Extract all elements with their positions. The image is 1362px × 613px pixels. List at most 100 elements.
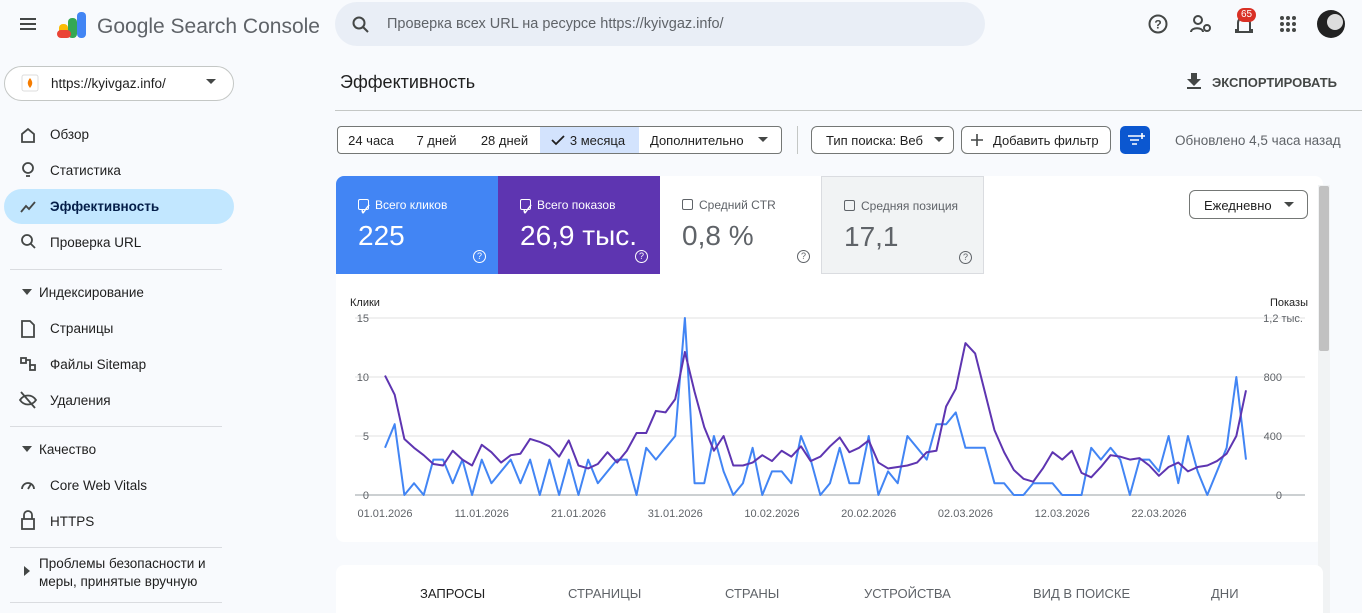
section-title[interactable]: Проблемы безопасности и меры, принятые в… xyxy=(39,556,206,589)
metric-value: 0,8 % xyxy=(682,220,754,251)
tab[interactable]: СТРАНЫ xyxy=(725,586,780,601)
metric-card[interactable]: ✓ Всего показов 26,9 тыс.? xyxy=(498,176,660,274)
help-icon[interactable]: ? xyxy=(473,250,486,263)
help-icon[interactable]: ? xyxy=(797,250,810,263)
more-button[interactable]: Дополнительно xyxy=(639,126,782,154)
metric-card[interactable]: Средняя позиция 17,1? xyxy=(822,176,984,274)
y-tick-label: 5 xyxy=(363,431,369,443)
divider xyxy=(797,126,798,154)
metric-card[interactable]: ✓ Всего кликов 225? xyxy=(336,176,498,274)
page-title: Эффективность xyxy=(340,72,476,92)
nav-item[interactable]: Обзор xyxy=(50,127,89,142)
avatar[interactable] xyxy=(1316,9,1346,39)
property-favicon xyxy=(21,74,39,92)
help-icon[interactable]: ? xyxy=(635,250,648,263)
y-tick-label: 10 xyxy=(357,372,369,384)
series-line xyxy=(384,317,1247,496)
y2-axis-label: Показы xyxy=(1270,297,1308,309)
dropdown-arrow xyxy=(206,79,216,84)
dropdown-arrow xyxy=(934,137,944,142)
x-tick-label: 11.01.2026 xyxy=(455,508,509,520)
separator xyxy=(10,269,222,270)
x-tick-label: 12.03.2026 xyxy=(1035,508,1090,520)
range-button[interactable]: 24 часа xyxy=(337,126,405,154)
search-type-button[interactable]: Тип поиска: Веб xyxy=(811,126,954,154)
y-tick-label: 0 xyxy=(363,490,369,502)
x-tick-label: 22.03.2026 xyxy=(1131,508,1186,520)
search-placeholder: Проверка всех URL на ресурсе https://kyi… xyxy=(387,16,724,32)
divider xyxy=(335,110,1362,111)
nav-item[interactable]: Статистика xyxy=(50,163,121,178)
nav-item[interactable]: Core Web Vitals xyxy=(50,478,148,493)
nav-item[interactable]: Файлы Sitemap xyxy=(50,357,147,372)
menu-button[interactable] xyxy=(18,14,40,34)
section-arrow xyxy=(24,566,30,576)
notification-badge: 65 xyxy=(1237,8,1257,22)
x-tick-label: 10.02.2026 xyxy=(744,508,799,520)
metric-value: 225 xyxy=(358,220,405,251)
property-selector[interactable] xyxy=(4,66,234,101)
nav-item-active[interactable]: Эффективность xyxy=(50,199,160,214)
nav-item[interactable]: Страницы xyxy=(50,321,114,336)
settings-button[interactable] xyxy=(1189,13,1213,35)
plus-icon xyxy=(971,134,983,146)
separator xyxy=(10,426,222,427)
x-tick-label: 31.01.2026 xyxy=(648,508,703,520)
y-tick-label: 15 xyxy=(357,313,369,325)
nav-item[interactable]: Удаления xyxy=(50,393,111,408)
tab[interactable]: УСТРОЙСТВА xyxy=(864,586,951,601)
tab[interactable]: ДНИ xyxy=(1211,586,1239,601)
tab[interactable]: СТРАНИЦЫ xyxy=(568,586,642,601)
separator xyxy=(10,547,222,548)
logo[interactable] xyxy=(56,10,90,40)
section-title[interactable]: Индексирование xyxy=(39,285,144,300)
metric-value: 17,1 xyxy=(844,221,899,252)
section-icons xyxy=(21,482,35,530)
series-line xyxy=(384,342,1247,483)
scrollbar-thumb[interactable] xyxy=(1319,186,1329,351)
x-tick-label: 20.02.2026 xyxy=(841,508,896,520)
export-icon xyxy=(1187,73,1201,89)
checkbox[interactable] xyxy=(844,200,855,211)
checkbox[interactable] xyxy=(682,199,693,210)
product-name: Google Search Console xyxy=(97,15,320,38)
metric-value: 26,9 тыс. xyxy=(520,220,638,251)
x-tick-label: 01.01.2026 xyxy=(357,508,412,520)
y-axis-label: Клики xyxy=(350,297,380,309)
range-button[interactable]: 28 дней xyxy=(469,126,541,154)
tabs-card xyxy=(336,565,1323,613)
search-bar[interactable] xyxy=(335,2,985,46)
y2-tick-label: 0 xyxy=(1276,490,1282,502)
active-nav-background xyxy=(4,189,234,224)
nav-item[interactable]: Проверка URL xyxy=(50,235,142,250)
range-button-selected[interactable]: 3 месяца xyxy=(540,126,640,154)
section-icons xyxy=(19,320,37,409)
export-button[interactable]: ЭКСПОРТИРОВАТЬ xyxy=(1212,75,1338,90)
nav-item[interactable]: HTTPS xyxy=(50,514,95,529)
apps-button[interactable] xyxy=(1279,15,1297,33)
metric-card[interactable]: Средний CTR 0,8 %? xyxy=(660,176,822,274)
separator xyxy=(10,602,222,603)
section-title[interactable]: Качество xyxy=(39,442,97,457)
metric-label: Средняя позиция xyxy=(861,199,959,213)
range-button[interactable]: 7 дней xyxy=(404,126,470,154)
tab[interactable]: ВИД В ПОИСКЕ xyxy=(1033,586,1131,601)
x-tick-label: 02.03.2026 xyxy=(938,508,993,520)
svg-text:?: ? xyxy=(1154,18,1161,32)
y2-tick-label: 800 xyxy=(1264,372,1282,384)
property-url: https://kyivgaz.info/ xyxy=(51,76,166,91)
dropdown-arrow xyxy=(758,137,768,142)
add-filter-button[interactable]: Добавить фильтр xyxy=(961,126,1111,154)
help-button[interactable]: ? xyxy=(1147,13,1169,35)
y2-tick-label: 1,2 тыс. xyxy=(1263,313,1303,325)
section-arrow xyxy=(22,446,32,452)
filter-button[interactable] xyxy=(1120,126,1150,154)
help-icon[interactable]: ? xyxy=(959,251,972,264)
nav-icons xyxy=(20,127,36,249)
y2-tick-label: 400 xyxy=(1264,431,1282,443)
tab-active[interactable]: ЗАПРОСЫ xyxy=(420,586,486,601)
updated-label: Обновлено 4,5 часа назад xyxy=(1175,133,1341,148)
